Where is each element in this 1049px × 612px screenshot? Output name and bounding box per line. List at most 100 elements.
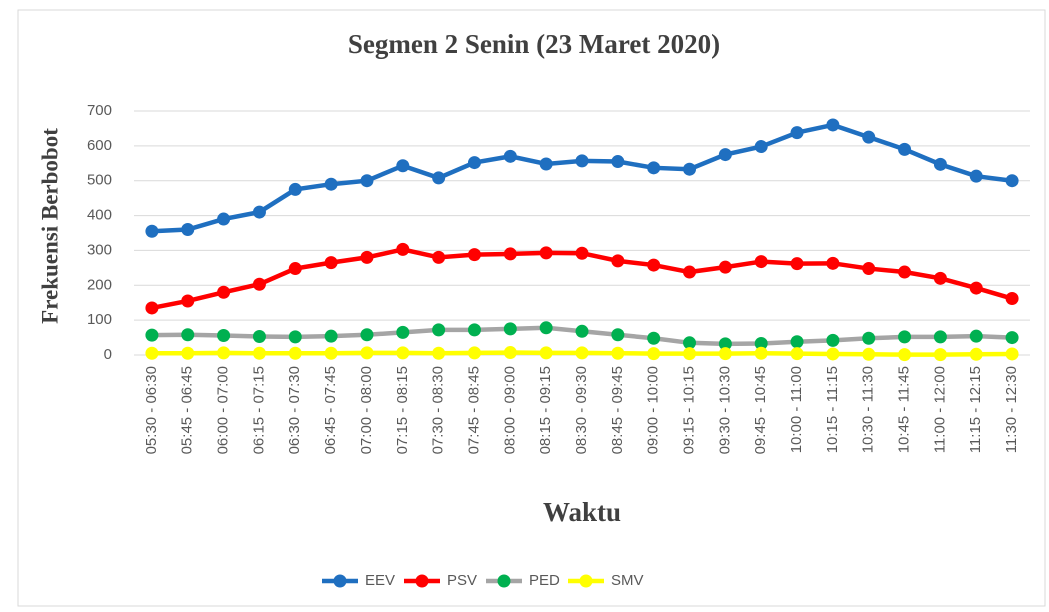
chart-border [17, 9, 1046, 607]
legend-label: EEV [365, 572, 395, 589]
data-point [718, 260, 732, 274]
data-point [898, 142, 912, 156]
data-point [288, 262, 302, 276]
data-point [718, 347, 732, 361]
legend-label: SMV [611, 572, 644, 589]
data-point [862, 262, 876, 276]
data-point [826, 118, 840, 132]
data-point [539, 321, 553, 335]
legend-marker [579, 574, 593, 588]
data-point [611, 155, 625, 169]
data-point [1005, 174, 1019, 188]
x-tick-label: 08:45 - 09:45 [609, 366, 626, 454]
data-point [647, 331, 661, 345]
data-point [467, 346, 481, 360]
data-point [718, 148, 732, 162]
x-tick-label: 07:00 - 08:00 [358, 366, 375, 454]
data-point [969, 169, 983, 183]
data-point [503, 346, 517, 360]
x-tick-label: 10:45 - 11:45 [896, 366, 913, 453]
x-tick-label: 07:15 - 08:15 [394, 366, 411, 454]
data-point [324, 177, 338, 191]
data-point [575, 154, 589, 168]
data-point [683, 265, 697, 279]
legend-marker [497, 574, 511, 588]
x-tick-label: 06:30 - 07:30 [286, 366, 303, 454]
y-tick-label: 500 [87, 172, 112, 189]
data-point [718, 337, 732, 351]
data-point [611, 254, 625, 268]
data-point [288, 346, 302, 360]
y-axis-label: Frekuensi Berbobot [37, 128, 62, 324]
x-tick-label: 07:30 - 08:30 [430, 366, 447, 454]
data-point [396, 159, 410, 173]
data-point [252, 346, 266, 360]
data-point [324, 256, 338, 270]
data-point [503, 247, 517, 261]
data-point [432, 346, 446, 360]
data-point [396, 346, 410, 360]
data-point [467, 156, 481, 170]
y-tick-label: 400 [87, 207, 112, 224]
data-point [754, 255, 768, 269]
data-point [790, 257, 804, 271]
data-point [862, 347, 876, 361]
x-tick-label: 09:00 - 10:00 [645, 366, 662, 454]
x-tick-label: 09:45 - 10:45 [752, 366, 769, 454]
legend-marker [415, 574, 429, 588]
x-tick-label: 11:30 - 12:30 [1003, 366, 1020, 453]
x-tick-label: 07:45 - 08:45 [465, 366, 482, 454]
data-point [969, 347, 983, 361]
data-point [862, 331, 876, 345]
x-tick-label: 06:45 - 07:45 [322, 366, 339, 454]
data-point [252, 277, 266, 291]
data-point [754, 346, 768, 360]
data-point [503, 149, 517, 163]
data-point [933, 157, 947, 171]
data-point [647, 258, 661, 272]
data-point [181, 223, 195, 237]
x-tick-label: 05:30 - 06:30 [143, 366, 160, 454]
data-point [933, 330, 947, 344]
legend-label: PSV [447, 572, 477, 589]
data-point [252, 330, 266, 344]
data-point [898, 330, 912, 344]
data-point [217, 328, 231, 342]
legend-marker [333, 574, 347, 588]
data-point [360, 174, 374, 188]
data-point [754, 336, 768, 350]
data-point [539, 346, 553, 360]
data-point [145, 301, 159, 315]
legend-label: PED [529, 572, 560, 589]
data-point [288, 330, 302, 344]
x-tick-label: 10:30 - 11:30 [860, 366, 877, 453]
data-point [432, 171, 446, 185]
data-point [539, 246, 553, 260]
data-point [647, 161, 661, 175]
data-point [790, 335, 804, 349]
data-point [1005, 347, 1019, 361]
x-tick-label: 09:15 - 10:15 [680, 366, 697, 454]
x-tick-label: 08:30 - 09:30 [573, 366, 590, 454]
data-point [181, 346, 195, 360]
data-point [862, 130, 876, 144]
data-point [611, 346, 625, 360]
x-tick-label: 05:45 - 06:45 [179, 366, 196, 454]
y-tick-label: 600 [87, 137, 112, 154]
data-point [933, 271, 947, 285]
data-point [360, 346, 374, 360]
y-tick-label: 100 [87, 311, 112, 328]
data-point [181, 294, 195, 308]
data-point [324, 346, 338, 360]
data-point [826, 333, 840, 347]
data-point [324, 329, 338, 343]
x-tick-label: 06:00 - 07:00 [215, 366, 232, 454]
data-point [898, 265, 912, 279]
data-point [1005, 292, 1019, 306]
x-tick-label: 11:00 - 12:00 [931, 366, 948, 453]
data-point [145, 224, 159, 238]
x-axis-label: Waktu [543, 497, 621, 527]
x-tick-label: 08:00 - 09:00 [501, 366, 518, 454]
data-point [467, 248, 481, 262]
data-point [647, 347, 661, 361]
